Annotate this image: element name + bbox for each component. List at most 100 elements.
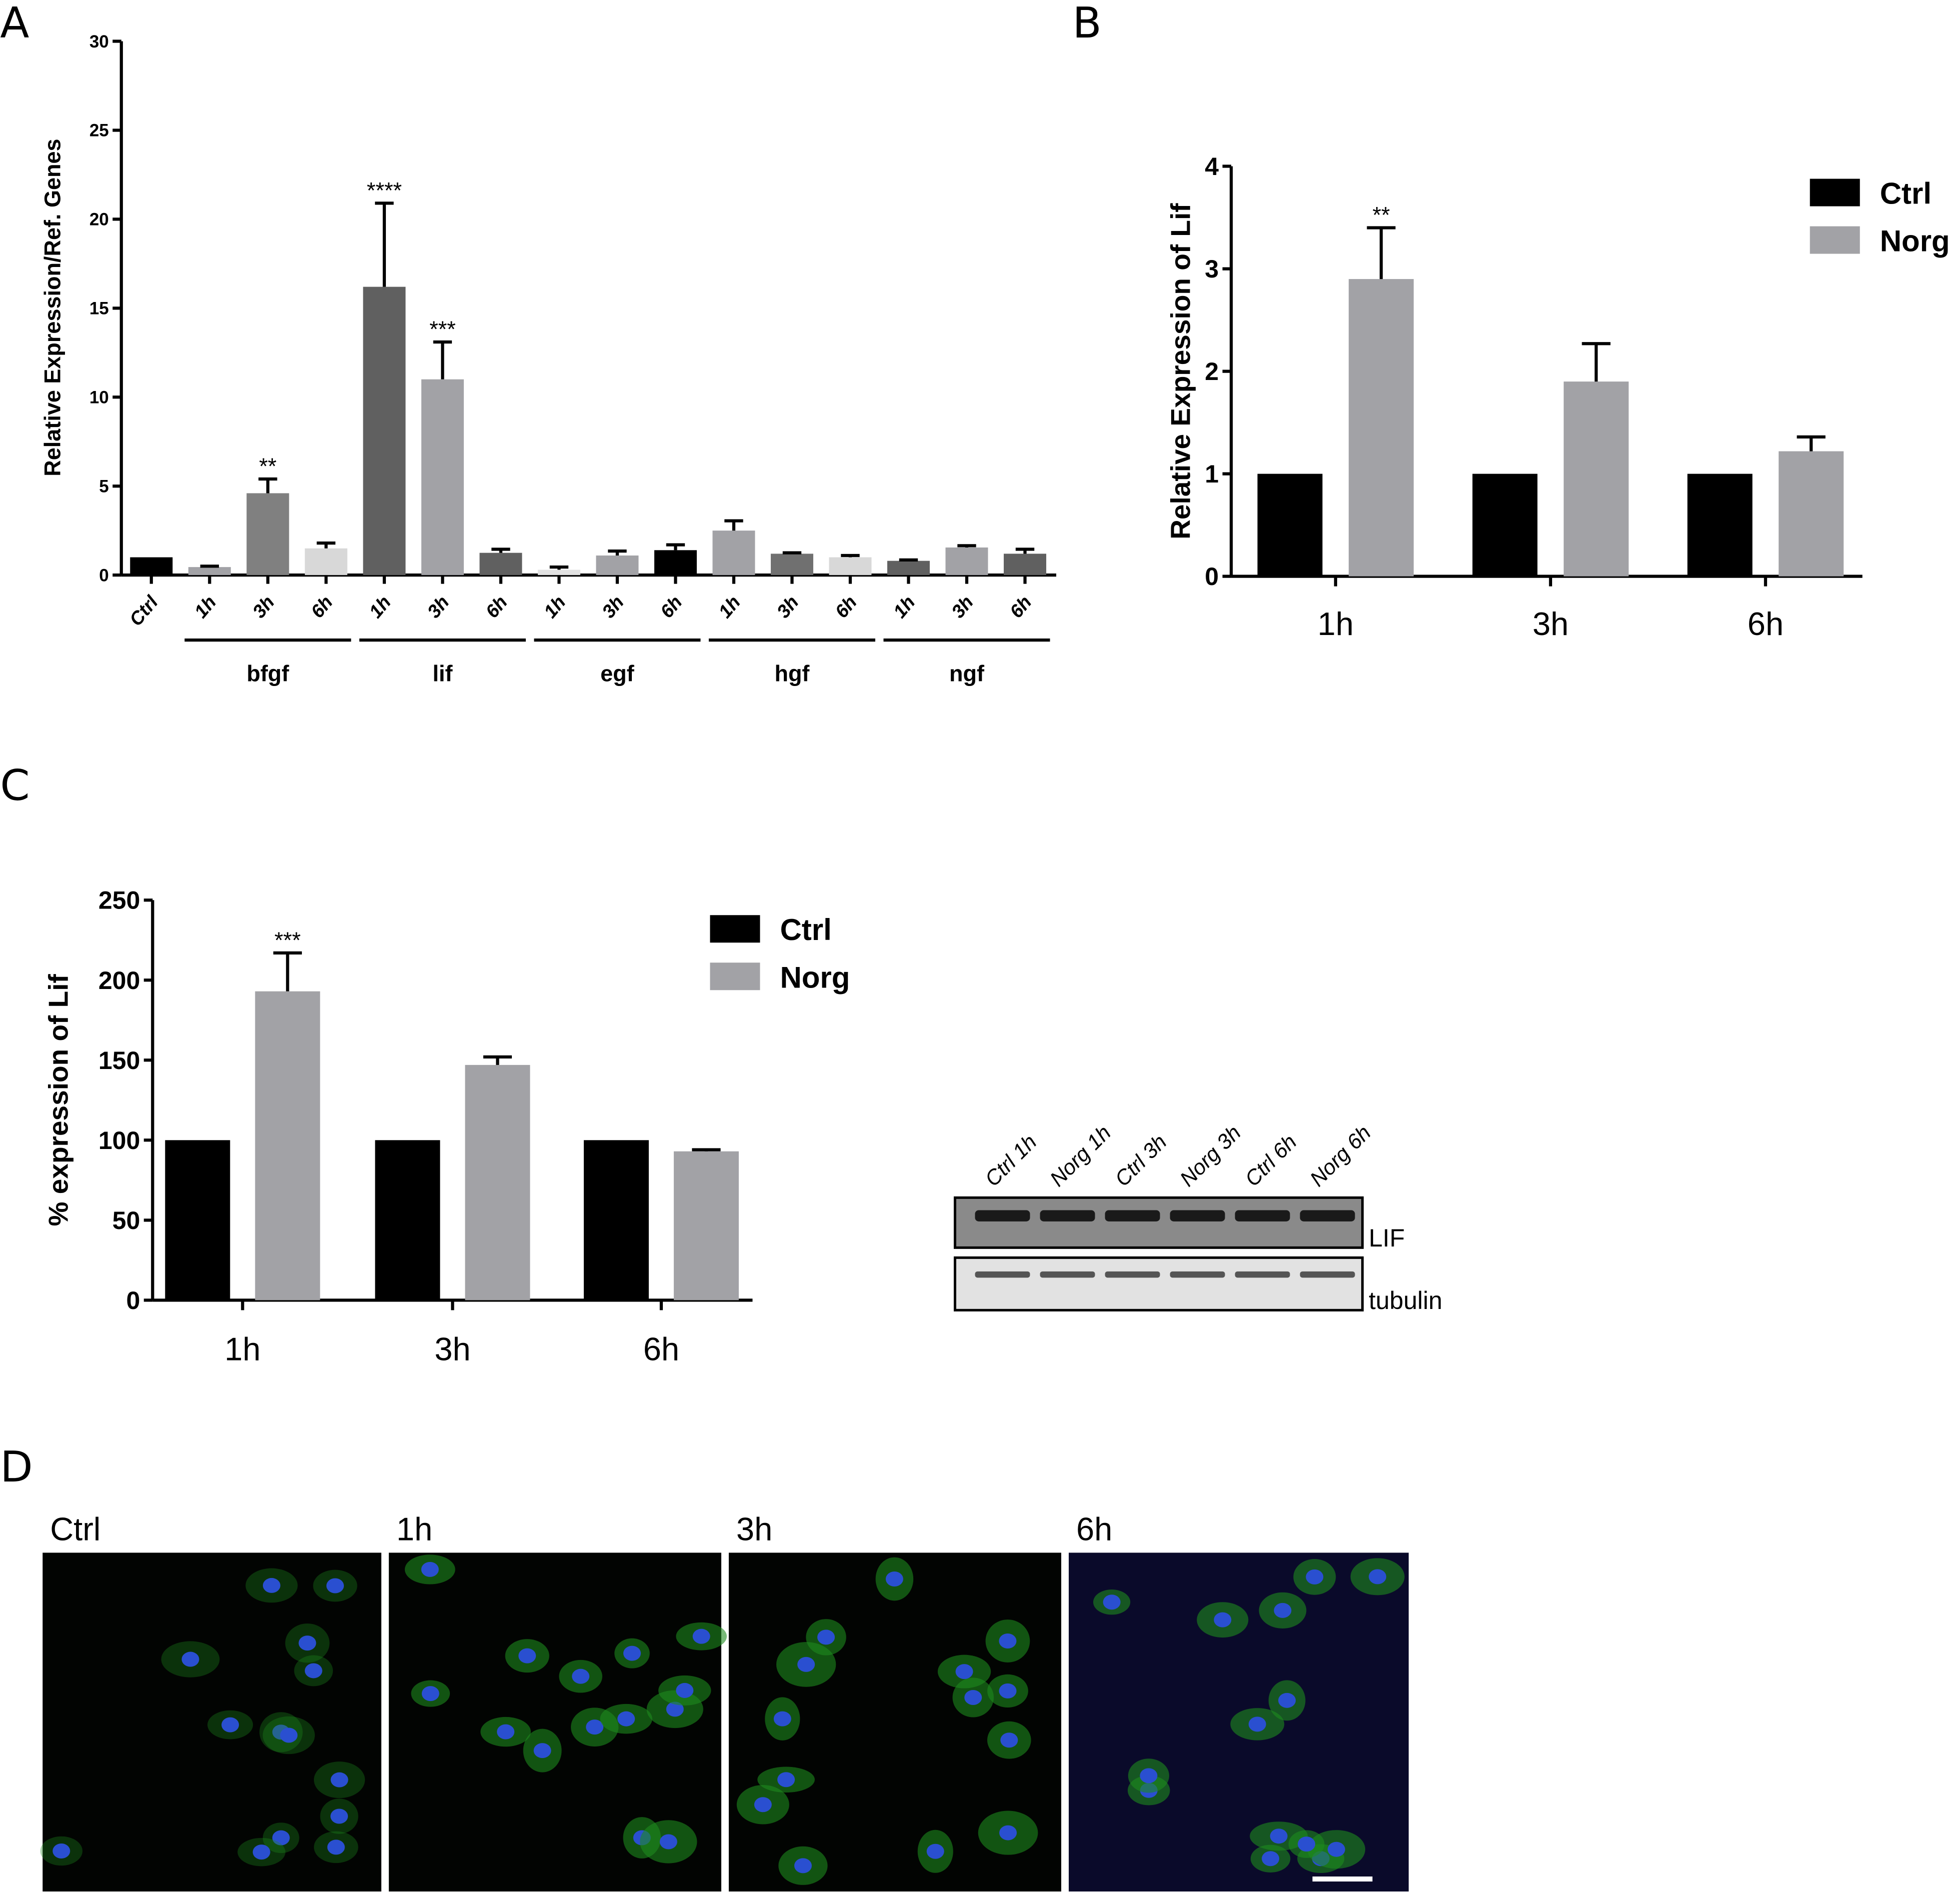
cell-nucleus — [518, 1648, 536, 1664]
bar — [363, 286, 406, 576]
legend-swatch — [1810, 226, 1860, 254]
cell-nucleus — [1278, 1692, 1296, 1708]
panel-label-c: C — [0, 761, 29, 810]
tubulin-band — [1105, 1271, 1160, 1278]
micrograph-image — [42, 1552, 381, 1892]
cell-nucleus — [885, 1571, 903, 1586]
blot-lane-label: Norg 1h — [1046, 1121, 1116, 1191]
group-label: egf — [600, 661, 635, 686]
cell-nucleus — [497, 1724, 515, 1740]
x-tick-label: 6h — [656, 592, 686, 622]
y-tick-label: 4 — [1205, 152, 1219, 180]
cell-nucleus — [326, 1578, 344, 1594]
x-tick-label: Ctrl — [125, 591, 162, 630]
y-tick-label: 150 — [98, 1046, 140, 1074]
x-tick-label: 6h — [306, 592, 336, 622]
cell-nucleus — [1248, 1716, 1266, 1732]
y-tick-label: 2 — [1205, 358, 1219, 386]
legend-label: Norg — [780, 960, 850, 994]
bar — [1349, 279, 1414, 576]
cell-nucleus — [330, 1808, 348, 1824]
bar — [130, 557, 173, 576]
cell-nucleus — [272, 1830, 290, 1846]
bar — [165, 1140, 230, 1300]
legend-swatch — [710, 915, 760, 943]
lif-band — [1040, 1210, 1095, 1222]
cell-nucleus — [586, 1720, 604, 1735]
cell-nucleus — [221, 1717, 239, 1732]
tubulin-band — [975, 1271, 1030, 1278]
panel-label-b: B — [1073, 0, 1102, 48]
micrograph-label: 3h — [736, 1510, 772, 1547]
bar — [1004, 554, 1047, 576]
legend-swatch — [1810, 178, 1860, 206]
blot-row-label-lif: LIF — [1369, 1224, 1405, 1252]
lif-band — [1235, 1210, 1290, 1222]
cell-nucleus — [797, 1656, 815, 1672]
cell-nucleus — [964, 1690, 982, 1705]
cell-nucleus — [330, 1772, 348, 1788]
x-tick-label: 3h — [947, 592, 977, 622]
cell-nucleus — [181, 1652, 199, 1667]
blot-lane-label: Ctrl 6h — [1241, 1130, 1302, 1192]
cell-nucleus — [262, 1578, 280, 1593]
cell-nucleus — [676, 1682, 694, 1698]
x-tick-label: 6h — [643, 1330, 679, 1367]
lif-band — [975, 1210, 1030, 1222]
x-tick-label: 3h — [1533, 606, 1569, 642]
cell-nucleus — [666, 1702, 684, 1717]
y-tick-label: 0 — [99, 566, 108, 585]
x-tick-label: 6h — [1005, 592, 1035, 622]
bar — [537, 570, 580, 576]
bar — [673, 1151, 739, 1300]
bar — [770, 554, 813, 576]
blot-tubulin — [953, 1256, 1364, 1312]
panel-label-d: D — [0, 1442, 32, 1492]
bar — [1779, 451, 1844, 576]
cell-nucleus — [1369, 1569, 1387, 1584]
lif-band — [1300, 1210, 1355, 1222]
lif-band — [1105, 1210, 1160, 1222]
bar — [246, 493, 289, 576]
blot-lif — [953, 1196, 1364, 1249]
chart-c: 0 50 100 150 200 250 % expression of Lif *** 1h 3… — [42, 886, 850, 1368]
legend-label: Ctrl — [1880, 177, 1932, 210]
cell-nucleus — [817, 1630, 835, 1645]
y-axis-label: Relative Expression/Ref. Genes — [39, 138, 65, 476]
cell-nucleus — [999, 1683, 1017, 1698]
x-tick-label: 6h — [481, 592, 511, 622]
legend-swatch — [710, 962, 760, 990]
cell-nucleus — [298, 1636, 316, 1651]
x-tick-label: 3h — [434, 1330, 470, 1367]
cell-nucleus — [252, 1844, 270, 1860]
y-axis-label: Relative Expression of Lif — [1165, 203, 1196, 540]
cell-nucleus — [1214, 1612, 1232, 1628]
cell-nucleus — [1274, 1602, 1292, 1618]
cell-nucleus — [327, 1840, 345, 1855]
lif-band — [1170, 1210, 1225, 1222]
cell-nucleus — [754, 1797, 772, 1812]
x-tick-label: 1h — [224, 1330, 260, 1367]
tubulin-band — [1300, 1271, 1355, 1278]
blot-lane-label: Norg 6h — [1306, 1121, 1376, 1191]
y-tick-label: 100 — [98, 1126, 140, 1154]
bar — [1257, 474, 1323, 576]
cell-nucleus — [421, 1686, 439, 1702]
x-tick-label: 6h — [831, 592, 861, 622]
x-tick-label: 1h — [190, 592, 220, 622]
bar — [465, 1064, 530, 1300]
significance-label: **** — [367, 178, 402, 203]
cell-nucleus — [1140, 1768, 1158, 1784]
blot-lane-label: Ctrl 1h — [981, 1130, 1042, 1192]
blot-row-label-tubulin: tubulin — [1369, 1286, 1442, 1314]
bar — [712, 530, 755, 576]
cell-nucleus — [1270, 1828, 1288, 1844]
bar — [1564, 382, 1629, 576]
x-tick-label: 3h — [248, 592, 278, 622]
cell-nucleus — [1103, 1594, 1121, 1610]
cell-nucleus — [421, 1562, 439, 1577]
cell-nucleus — [659, 1834, 677, 1850]
group-label: bfgf — [246, 661, 289, 686]
blot-lane-label: Norg 3h — [1176, 1121, 1246, 1191]
